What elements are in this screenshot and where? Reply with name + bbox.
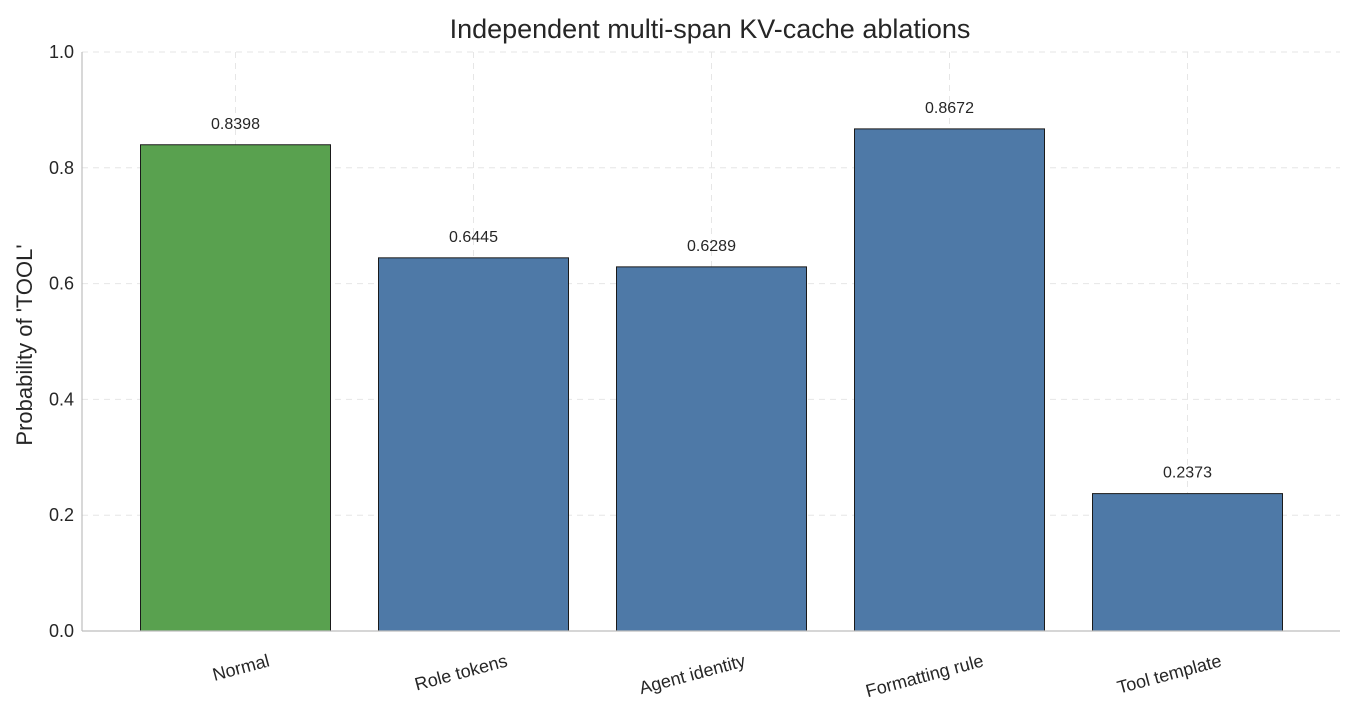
y-axis-label: Probability of 'TOOL': [12, 244, 37, 445]
bar-role-tokens: [378, 257, 569, 632]
bar-tool-template: [1092, 493, 1283, 632]
x-tick-label: Formatting rule: [863, 651, 985, 702]
bar-value-label: 0.8672: [925, 100, 974, 117]
x-tick-label: Role tokens: [413, 651, 510, 695]
y-tick-label: 0.6: [49, 274, 74, 294]
bar-formatting-rule: [854, 128, 1045, 632]
y-tick-label: 1.0: [49, 42, 74, 62]
y-tick-label: 0.2: [49, 505, 74, 525]
bar-normal: [140, 144, 331, 632]
bar-agent-identity: [616, 266, 807, 632]
chart-title: Independent multi-span KV-cache ablation…: [450, 14, 971, 44]
x-tick-label: Agent identity: [637, 651, 748, 699]
bar-value-label: 0.2373: [1163, 465, 1212, 482]
x-tick-label: Normal: [210, 651, 271, 685]
x-tick-label: Tool template: [1115, 651, 1224, 698]
y-ticks: 0.0 0.2 0.4 0.6 0.8 1.0: [49, 42, 74, 641]
x-tick-labels: Normal Role tokens Agent identity Formattin…: [210, 651, 1223, 702]
bar-value-label: 0.6289: [687, 238, 736, 255]
y-tick-label: 0.0: [49, 621, 74, 641]
y-tick-label: 0.8: [49, 158, 74, 178]
bars: 0.8398 0.6445 0.6289 0.8672 0.2373: [140, 100, 1283, 632]
bar-value-label: 0.6445: [449, 229, 498, 246]
bar-value-label: 0.8398: [211, 116, 260, 133]
y-tick-label: 0.4: [49, 389, 74, 409]
